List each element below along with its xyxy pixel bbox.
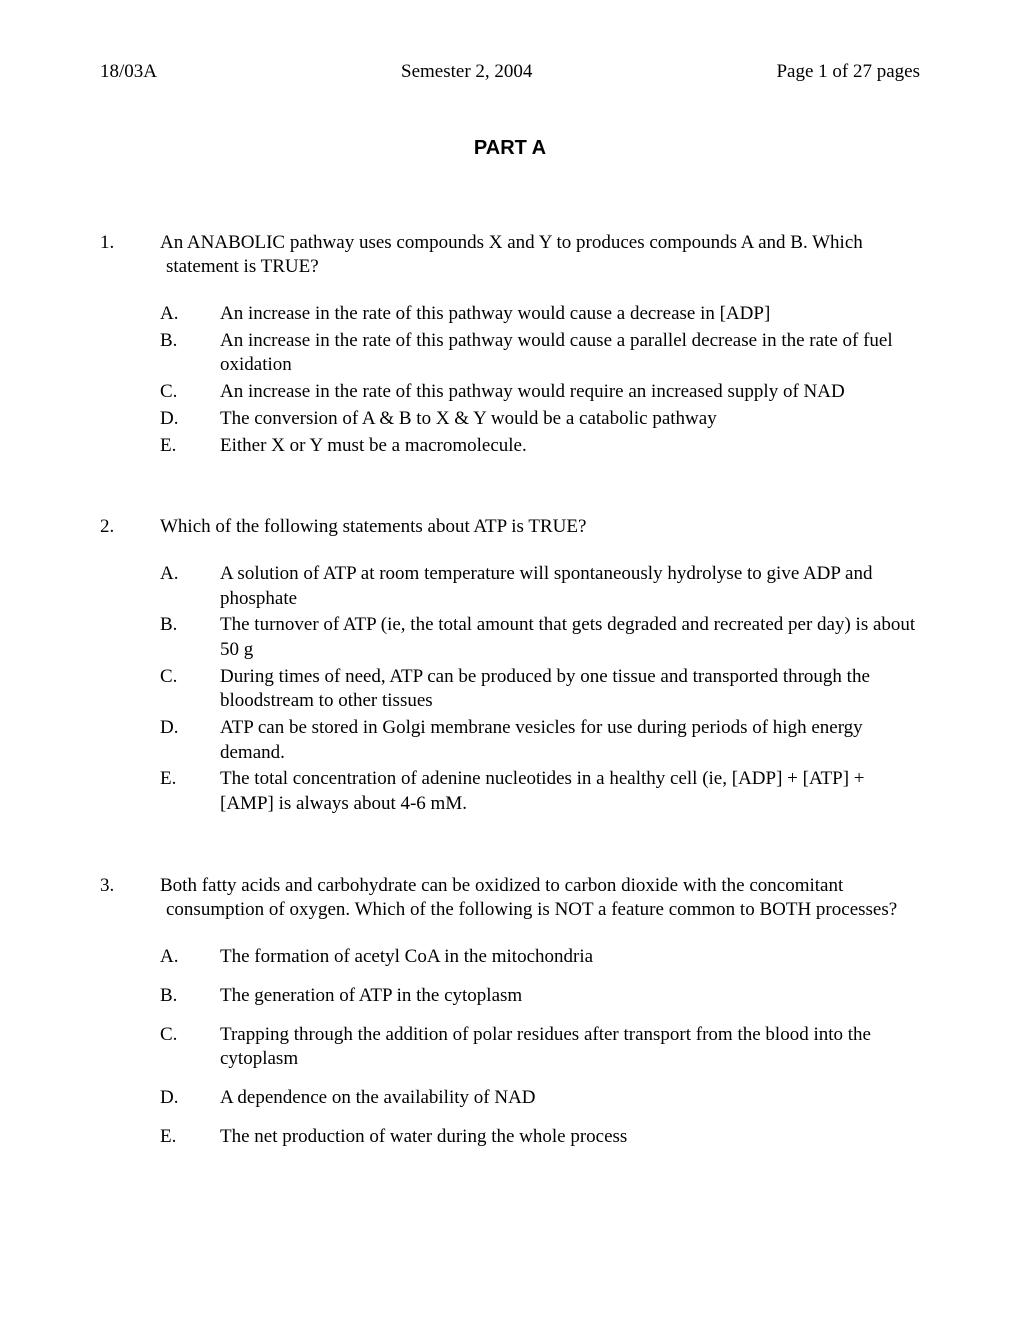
header-center: Semester 2, 2004	[401, 60, 532, 85]
option-text: A dependence on the availability of NAD	[220, 1086, 920, 1111]
option-text: Either X or Y must be a macromolecule.	[220, 434, 920, 459]
option: A.The formation of acetyl CoA in the mit…	[160, 945, 920, 970]
option-letter: E.	[160, 434, 220, 459]
option-letter: C.	[160, 1023, 220, 1072]
question-stem: Both fatty acids and carbohydrate can be…	[160, 874, 920, 923]
option: E.The total concentration of adenine nuc…	[160, 767, 920, 816]
option: B.An increase in the rate of this pathwa…	[160, 329, 920, 378]
option: D.A dependence on the availability of NA…	[160, 1086, 920, 1111]
question-number: 3.	[100, 874, 160, 1164]
option: A.An increase in the rate of this pathwa…	[160, 302, 920, 327]
option: B.The generation of ATP in the cytoplasm	[160, 984, 920, 1009]
option: C.An increase in the rate of this pathwa…	[160, 380, 920, 405]
question-number: 1.	[100, 231, 160, 461]
option-letter: E.	[160, 1125, 220, 1150]
option-text: An increase in the rate of this pathway …	[220, 329, 920, 378]
question: 1.An ANABOLIC pathway uses compounds X a…	[100, 231, 920, 461]
option-letter: B.	[160, 329, 220, 378]
option: A.A solution of ATP at room temperature …	[160, 562, 920, 611]
question-body: An ANABOLIC pathway uses compounds X and…	[160, 231, 920, 461]
question-stem: Which of the following statements about …	[160, 515, 920, 540]
option-text: During times of need, ATP can be produce…	[220, 665, 920, 714]
option-letter: E.	[160, 767, 220, 816]
option-text: ATP can be stored in Golgi membrane vesi…	[220, 716, 920, 765]
questions-container: 1.An ANABOLIC pathway uses compounds X a…	[100, 231, 920, 1164]
option-letter: A.	[160, 945, 220, 970]
option-text: The conversion of A & B to X & Y would b…	[220, 407, 920, 432]
option: E.Either X or Y must be a macromolecule.	[160, 434, 920, 459]
option: D.ATP can be stored in Golgi membrane ve…	[160, 716, 920, 765]
option-letter: B.	[160, 984, 220, 1009]
option: C.Trapping through the addition of polar…	[160, 1023, 920, 1072]
question-body: Which of the following statements about …	[160, 515, 920, 819]
header-right: Page 1 of 27 pages	[776, 60, 920, 85]
question-body: Both fatty acids and carbohydrate can be…	[160, 874, 920, 1164]
question-stem: An ANABOLIC pathway uses compounds X and…	[160, 231, 920, 280]
question: 3.Both fatty acids and carbohydrate can …	[100, 874, 920, 1164]
part-title: PART A	[100, 135, 920, 161]
option-text: An increase in the rate of this pathway …	[220, 302, 920, 327]
option: E.The net production of water during the…	[160, 1125, 920, 1150]
options-list: A.An increase in the rate of this pathwa…	[160, 302, 920, 458]
option-letter: C.	[160, 380, 220, 405]
header-left: 18/03A	[100, 60, 157, 85]
option-text: The formation of acetyl CoA in the mitoc…	[220, 945, 920, 970]
option-letter: D.	[160, 1086, 220, 1111]
options-list: A.A solution of ATP at room temperature …	[160, 562, 920, 817]
option-letter: C.	[160, 665, 220, 714]
option-letter: A.	[160, 562, 220, 611]
option-letter: D.	[160, 716, 220, 765]
question-number: 2.	[100, 515, 160, 819]
option-text: The total concentration of adenine nucle…	[220, 767, 920, 816]
option-text: The net production of water during the w…	[220, 1125, 920, 1150]
option-text: Trapping through the addition of polar r…	[220, 1023, 920, 1072]
option: D.The conversion of A & B to X & Y would…	[160, 407, 920, 432]
option-text: The turnover of ATP (ie, the total amoun…	[220, 613, 920, 662]
option-text: A solution of ATP at room temperature wi…	[220, 562, 920, 611]
option-text: An increase in the rate of this pathway …	[220, 380, 920, 405]
option-letter: B.	[160, 613, 220, 662]
option-letter: D.	[160, 407, 220, 432]
option: B.The turnover of ATP (ie, the total amo…	[160, 613, 920, 662]
options-list: A.The formation of acetyl CoA in the mit…	[160, 945, 920, 1149]
page-header: 18/03A Semester 2, 2004 Page 1 of 27 pag…	[100, 60, 920, 85]
option-letter: A.	[160, 302, 220, 327]
option: C.During times of need, ATP can be produ…	[160, 665, 920, 714]
option-text: The generation of ATP in the cytoplasm	[220, 984, 920, 1009]
question: 2.Which of the following statements abou…	[100, 515, 920, 819]
